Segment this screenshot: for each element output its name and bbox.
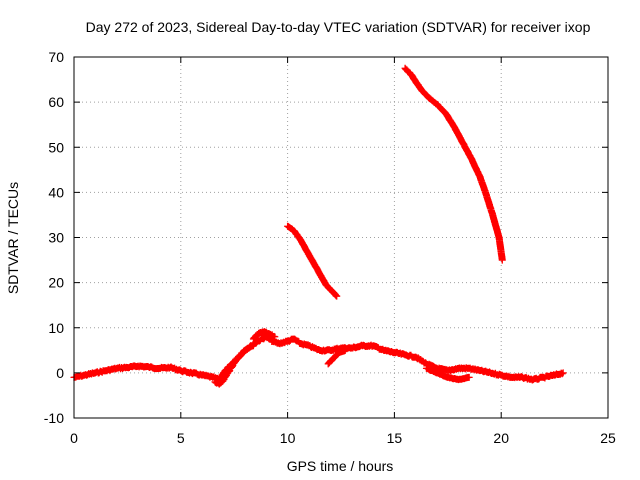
x-axis-label: GPS time / hours <box>287 458 394 474</box>
series-marker-trail <box>483 191 496 218</box>
series-marker-trail <box>291 227 304 243</box>
series-marker-trail <box>442 110 458 130</box>
y-tick-label: -10 <box>44 410 64 426</box>
series-marker-trail <box>489 212 503 240</box>
y-tick-label: 60 <box>48 94 64 110</box>
series-marker-trail <box>413 354 430 367</box>
series-low <box>70 333 567 384</box>
x-tick-label: 20 <box>493 430 509 446</box>
series-marker-trail <box>451 124 466 146</box>
data-point <box>559 369 567 377</box>
y-tick-label: 50 <box>48 139 64 155</box>
series-marker-trail <box>412 79 426 94</box>
series-marker-trail <box>233 347 248 362</box>
y-axis-label: SDTVAR / TECUs <box>5 182 21 294</box>
series-marker-trail <box>391 348 408 358</box>
series-marker-trail <box>297 236 310 254</box>
y-tick-label: 70 <box>48 49 64 65</box>
series-marker-trail <box>425 95 440 108</box>
data-point <box>333 292 341 300</box>
series-marker-trail <box>370 342 387 354</box>
y-tick-label: 30 <box>48 230 64 246</box>
series-marker-trail <box>323 282 336 295</box>
data-point <box>465 373 473 381</box>
series-upper-branch <box>249 328 279 343</box>
grid <box>74 57 608 418</box>
data-point <box>341 346 349 354</box>
series-marker-trail <box>303 248 317 265</box>
series-marker-trail <box>423 360 440 372</box>
series-marker-trail <box>306 342 323 354</box>
x-tick-label: 25 <box>600 430 616 446</box>
chart-title: Day 272 of 2023, Sidereal Day-to-day VTE… <box>86 19 591 35</box>
series-marker-trail <box>468 155 483 179</box>
x-tick-label: 5 <box>177 430 185 446</box>
data-point <box>271 333 279 341</box>
y-tick-label: 40 <box>48 184 64 200</box>
series-marker-trail <box>476 173 490 198</box>
series-marker-trail <box>434 101 449 116</box>
series-marker-trail <box>310 259 323 277</box>
axis-ticks: 0 5 10 15 20 25 -10 0 10 20 30 40 50 60 70 <box>44 49 616 446</box>
series-dip-branch <box>324 346 349 368</box>
series-high <box>401 64 506 264</box>
y-tick-label: 10 <box>48 320 64 336</box>
series-marker-trail <box>423 364 440 377</box>
series-marker-trail <box>459 140 475 162</box>
x-tick-label: 15 <box>387 430 403 446</box>
series-marker-trail <box>316 271 330 288</box>
data-point <box>498 256 506 264</box>
plot-area <box>70 64 567 388</box>
series-drop-branch <box>211 342 257 388</box>
series-marker-trail <box>329 350 342 362</box>
data-point <box>249 342 257 350</box>
x-tick-label: 10 <box>280 430 296 446</box>
series-marker-trail <box>495 234 506 263</box>
y-tick-label: 0 <box>56 365 64 381</box>
y-tick-label: 20 <box>48 275 64 291</box>
series-mid <box>284 222 341 300</box>
series-tail-branch <box>422 364 473 384</box>
series-marker-trail <box>325 356 336 367</box>
x-tick-label: 0 <box>70 430 78 446</box>
series-marker-trail <box>419 87 432 101</box>
